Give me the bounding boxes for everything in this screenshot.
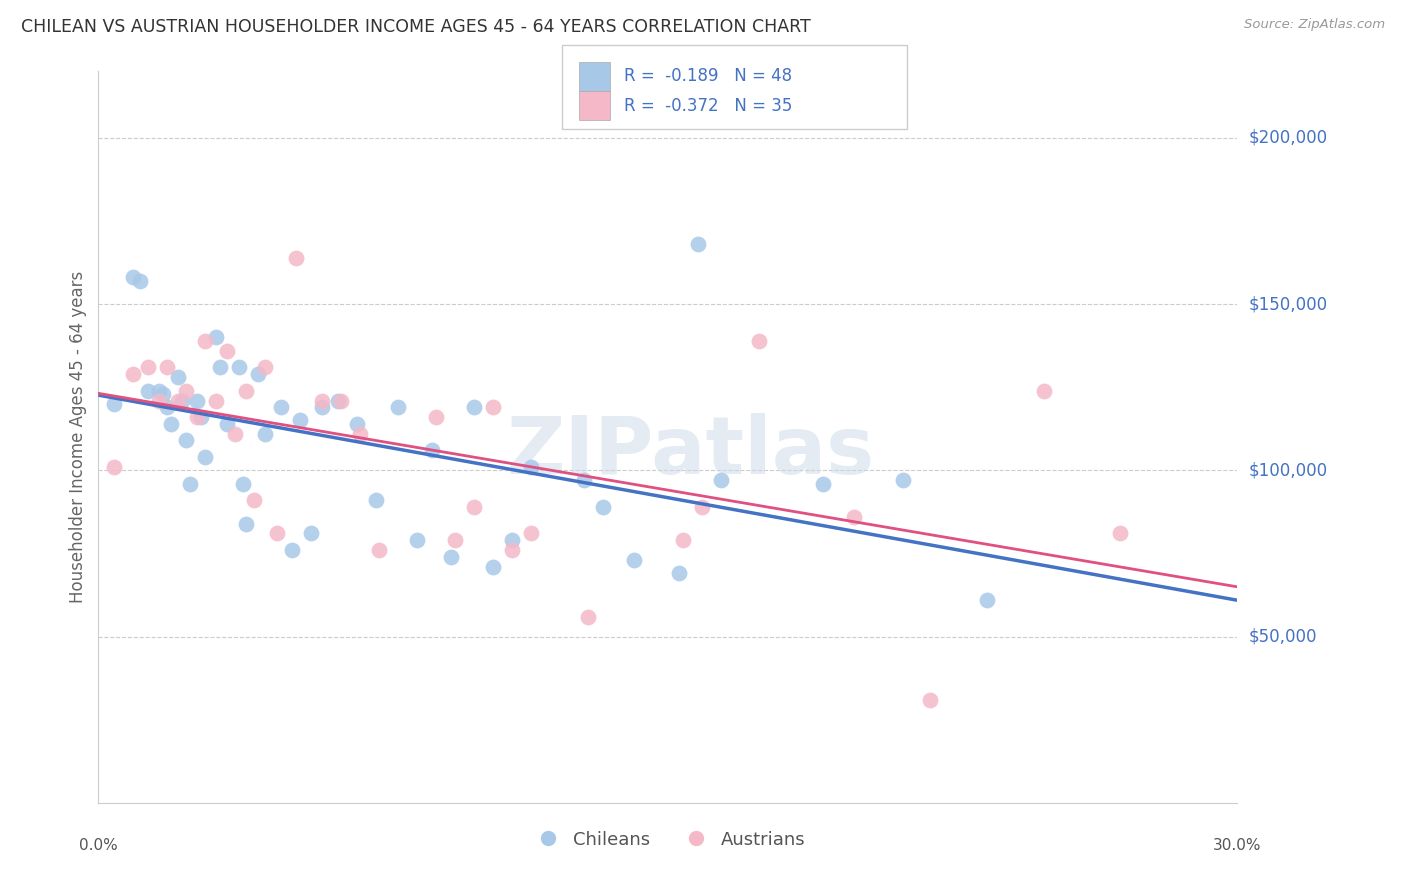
Point [463,500,485,514]
Text: $200,000: $200,000 [1249,128,1327,147]
Point [217,417,239,431]
Text: 0.0%: 0.0% [79,838,118,853]
Point [254,360,277,375]
Point [501,533,523,548]
Point [190,410,212,425]
Point [842,509,865,524]
Point [235,384,257,398]
Point [520,526,543,541]
Point [228,360,250,375]
Point [205,330,228,344]
Point [224,426,246,441]
Point [748,334,770,348]
Y-axis label: Householder Income Ages 45 - 64 years: Householder Income Ages 45 - 64 years [69,271,87,603]
Point [482,559,505,574]
Point [311,393,333,408]
Point [281,543,304,558]
Point [186,393,208,408]
Point [266,526,288,541]
Point [1108,526,1130,541]
Point [520,460,543,475]
Text: CHILEAN VS AUSTRIAN HOUSEHOLDER INCOME AGES 45 - 64 YEARS CORRELATION CHART: CHILEAN VS AUSTRIAN HOUSEHOLDER INCOME A… [21,18,811,36]
Point [387,400,409,414]
Point [326,393,349,408]
Point [425,410,447,425]
Point [129,274,152,288]
Point [311,400,333,414]
Point [270,400,292,414]
Point [364,493,387,508]
Point [623,553,645,567]
Point [179,476,201,491]
Point [235,516,257,531]
Point [148,393,170,408]
Point [891,473,914,487]
Point [346,417,368,431]
Point [668,566,690,581]
Point [813,476,835,491]
Point [194,450,217,464]
Text: Source: ZipAtlas.com: Source: ZipAtlas.com [1244,18,1385,31]
Point [406,533,429,548]
Point [243,493,266,508]
Point [121,367,143,381]
Point [574,473,596,487]
Point [136,360,159,375]
Point [688,237,710,252]
Point [136,384,159,398]
Point [103,460,125,475]
Point [444,533,467,548]
Point [156,400,179,414]
Point [368,543,391,558]
Point [174,434,197,448]
Point [254,426,277,441]
Point [349,426,371,441]
Point [284,251,307,265]
Point [170,393,193,408]
Point [167,370,190,384]
Text: R =  -0.189   N = 48: R = -0.189 N = 48 [624,67,793,86]
Text: $50,000: $50,000 [1249,628,1317,646]
Point [672,533,695,548]
Point [592,500,614,514]
Point [174,384,197,398]
Point [440,549,463,564]
Point [156,360,179,375]
Point [288,413,311,427]
Point [918,692,941,706]
Point [194,334,217,348]
Point [690,500,713,514]
Point [232,476,254,491]
Point [1032,384,1054,398]
Text: R =  -0.372   N = 35: R = -0.372 N = 35 [624,96,793,115]
Point [463,400,485,414]
Point [121,270,143,285]
Point [710,473,733,487]
Point [422,443,444,458]
Point [186,410,208,425]
Point [152,387,174,401]
Point [208,360,231,375]
Point [246,367,269,381]
Point [976,593,998,607]
Text: ZIPatlas: ZIPatlas [506,413,875,491]
Point [103,397,125,411]
Point [217,343,239,358]
Point [482,400,505,414]
Point [501,543,523,558]
Point [299,526,322,541]
Point [330,393,353,408]
Legend: Chileans, Austrians: Chileans, Austrians [523,823,813,856]
Point [148,384,170,398]
Point [205,393,228,408]
Text: 30.0%: 30.0% [1213,838,1261,853]
Point [576,609,599,624]
Point [159,417,181,431]
Point [167,393,190,408]
Text: $150,000: $150,000 [1249,295,1327,313]
Text: $100,000: $100,000 [1249,461,1327,479]
